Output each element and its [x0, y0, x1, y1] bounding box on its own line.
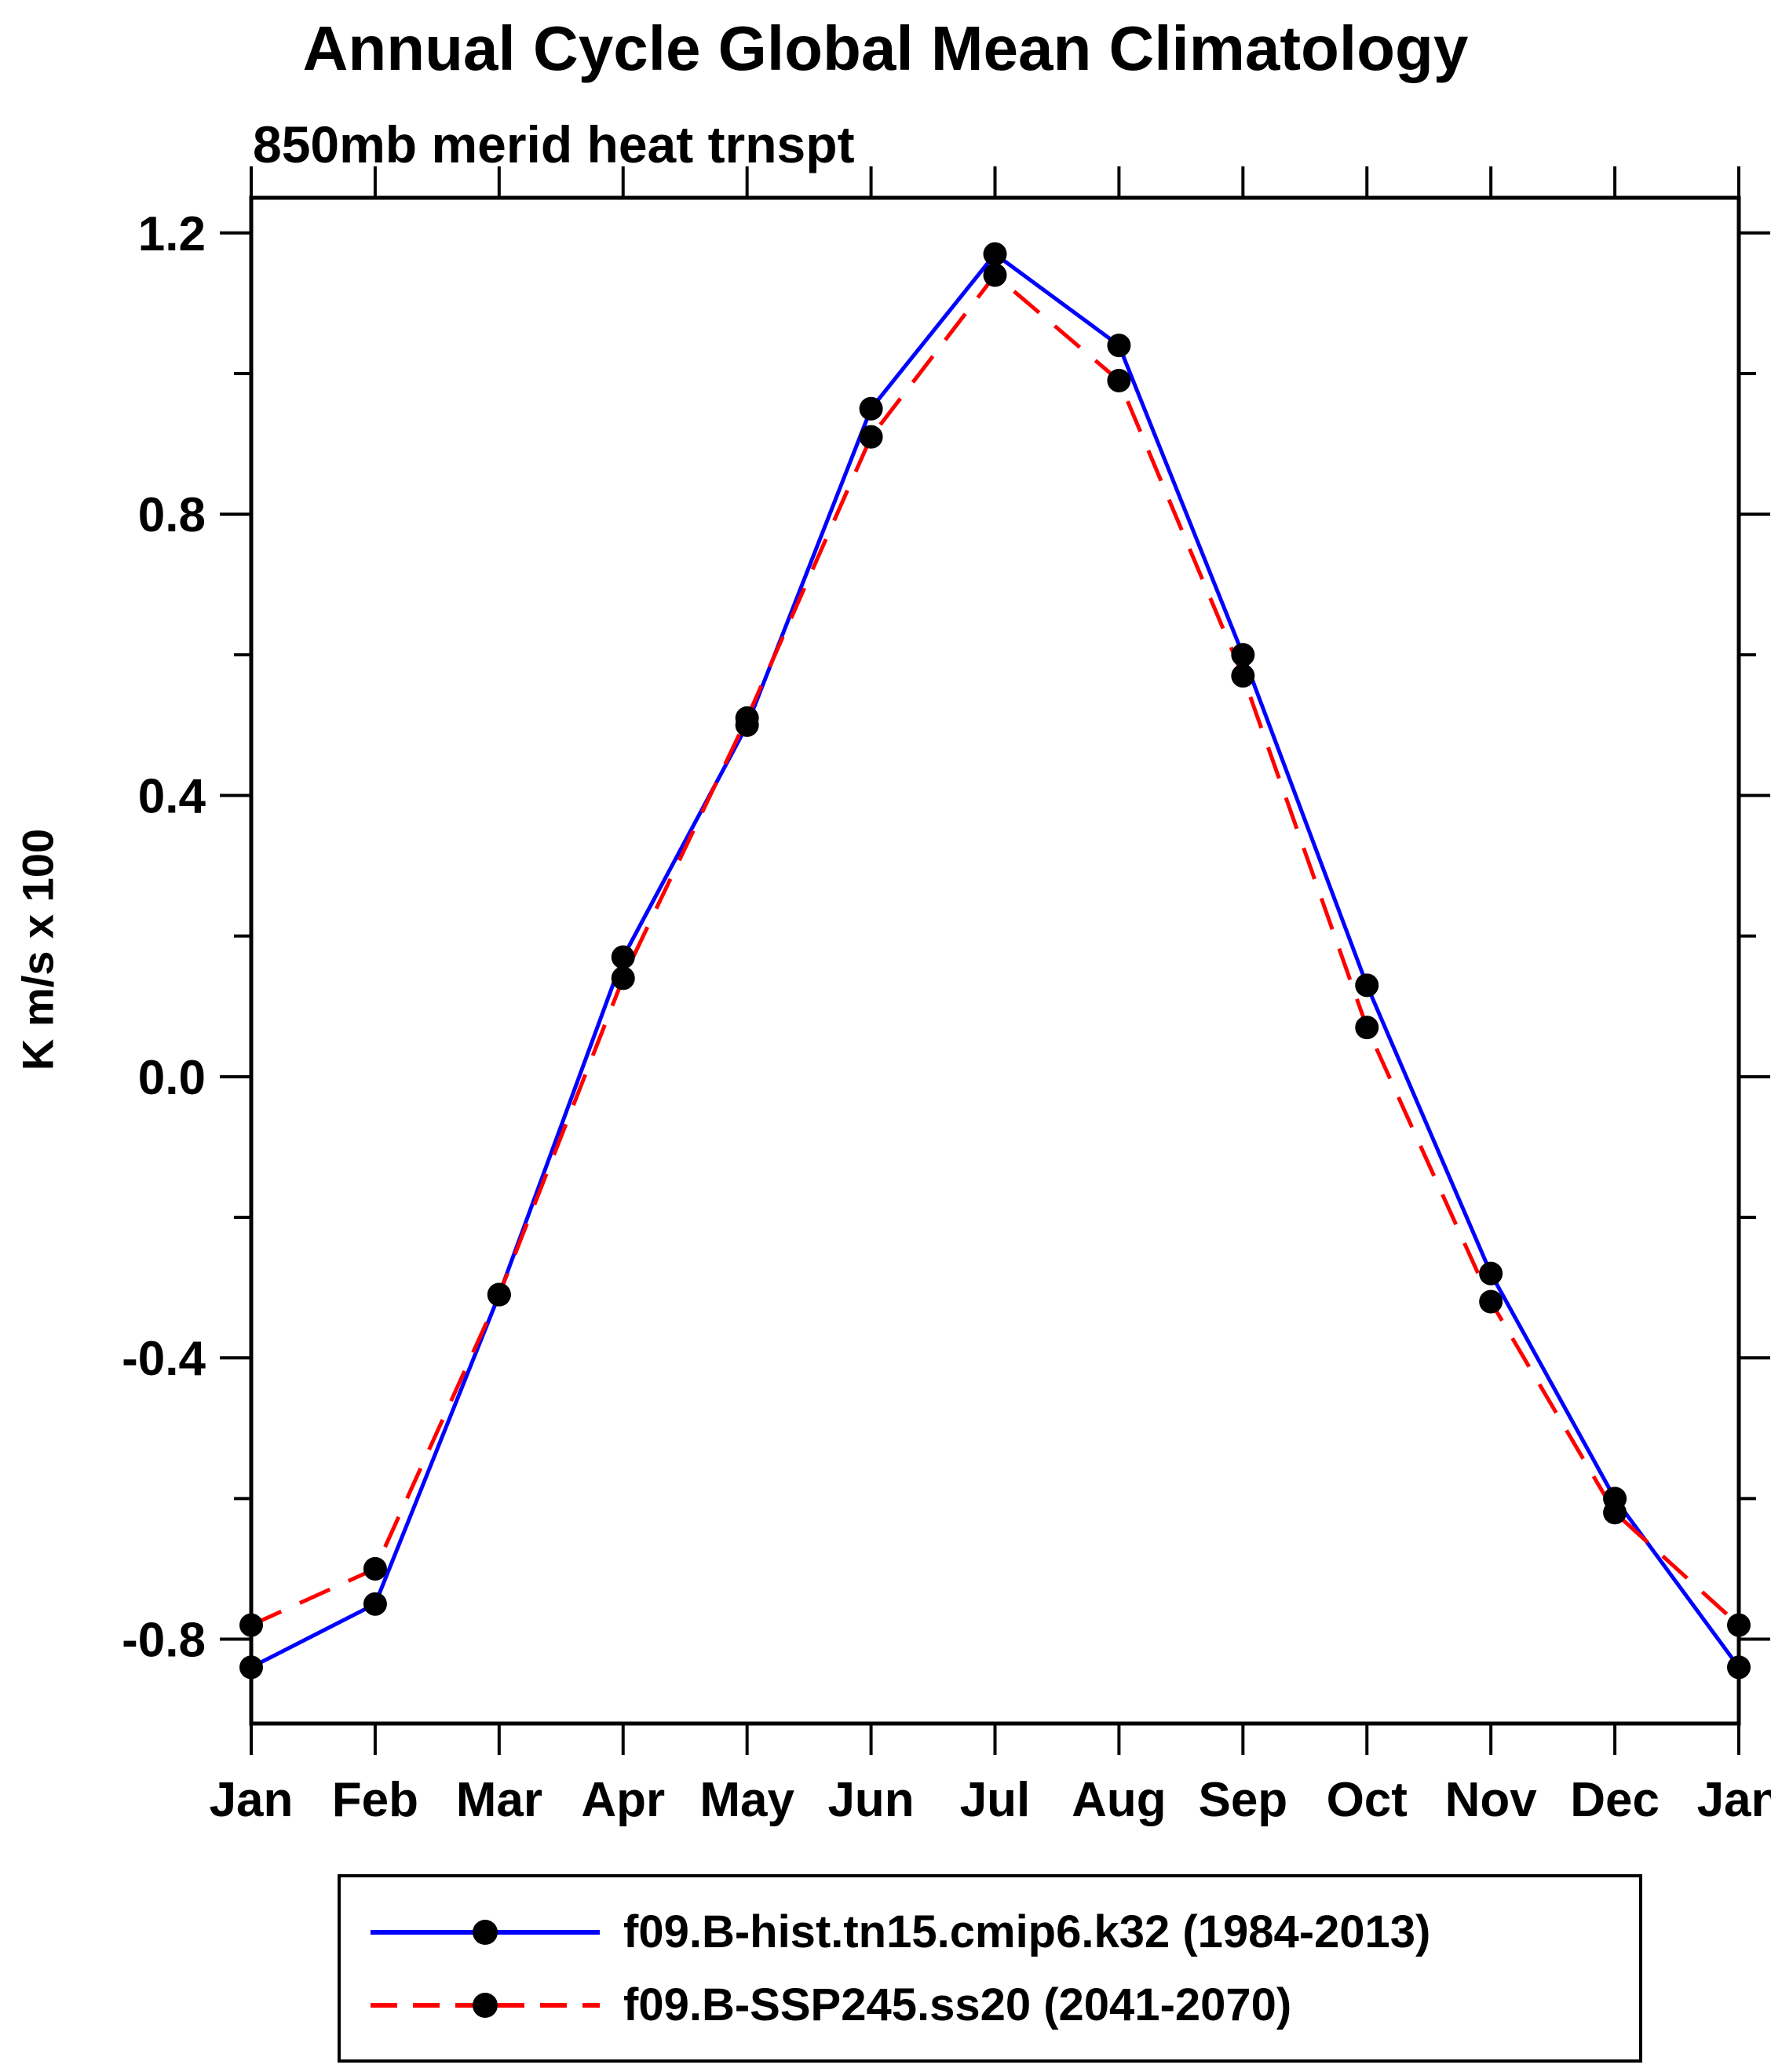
legend-sample-marker	[473, 1992, 498, 2018]
data-point-marker	[1479, 1290, 1503, 1314]
legend-line-ssp245-icon	[371, 1992, 600, 2018]
data-point-marker	[363, 1556, 387, 1581]
legend-item-ssp245: f09.B-SSP245.ss20 (2041-2070)	[367, 1979, 1639, 2031]
data-point-marker	[239, 1655, 263, 1680]
data-point-marker	[983, 263, 1007, 287]
x-tick-label: Nov	[1445, 1773, 1538, 1827]
data-point-marker	[1727, 1655, 1751, 1680]
x-tick-label: Dec	[1570, 1773, 1660, 1827]
x-tick-label: Aug	[1072, 1773, 1167, 1827]
x-tick-label: Oct	[1327, 1773, 1408, 1827]
data-point-marker	[363, 1592, 387, 1616]
data-point-marker	[487, 1282, 511, 1307]
x-tick-label: Jan	[210, 1773, 294, 1827]
data-point-marker	[239, 1613, 263, 1637]
x-tick-label: Jun	[827, 1773, 914, 1827]
data-point-marker	[735, 706, 759, 730]
legend-sample-marker	[473, 1919, 498, 1945]
data-point-marker	[859, 425, 883, 449]
y-tick-label: 0.4	[138, 769, 206, 823]
plot-frame	[249, 195, 1741, 1726]
data-point-marker	[1231, 664, 1255, 688]
x-tick-label: May	[699, 1773, 794, 1827]
data-point-marker	[1603, 1501, 1627, 1525]
x-tick-label: Mar	[456, 1773, 542, 1827]
x-tick-label: Apr	[581, 1773, 665, 1827]
x-tick-label: Feb	[332, 1773, 418, 1827]
x-tick-label: Jan	[1697, 1773, 1771, 1827]
data-point-marker	[983, 242, 1007, 266]
data-point-marker	[1479, 1261, 1503, 1286]
series-line-1	[250, 272, 1740, 1627]
data-point-marker	[859, 396, 883, 421]
data-point-marker	[1355, 973, 1379, 998]
y-tick-label: 0.0	[138, 1051, 206, 1105]
legend-line-hist-icon	[371, 1919, 600, 1945]
y-tick-label: 0.8	[138, 488, 206, 542]
data-point-marker	[1107, 368, 1131, 392]
data-point-marker	[1355, 1016, 1379, 1040]
y-tick-label: -0.8	[122, 1613, 206, 1667]
x-tick-label: Jul	[960, 1773, 1031, 1827]
chart-title: Annual Cycle Global Mean Climatology	[302, 13, 1469, 83]
legend-label-hist: f09.B-hist.tn15.cmip6.k32 (1984-2013)	[623, 1906, 1431, 1957]
y-tick-label: -0.4	[122, 1332, 206, 1386]
series-line-0	[250, 251, 1741, 1669]
legend-label-ssp245: f09.B-SSP245.ss20 (2041-2070)	[623, 1979, 1292, 2030]
x-tick-label: Sep	[1198, 1773, 1287, 1827]
data-point-marker	[611, 966, 635, 990]
chart-subtitle: 850mb merid heat trnspt	[253, 115, 855, 173]
data-point-marker	[1727, 1613, 1751, 1637]
y-tick-label: 1.2	[138, 207, 206, 261]
data-point-marker	[611, 945, 635, 969]
data-point-marker	[1107, 334, 1131, 358]
legend-item-hist: f09.B-hist.tn15.cmip6.k32 (1984-2013)	[367, 1906, 1639, 1958]
data-point-marker	[1231, 643, 1255, 667]
legend: f09.B-hist.tn15.cmip6.k32 (1984-2013) f0…	[338, 1874, 1642, 2063]
